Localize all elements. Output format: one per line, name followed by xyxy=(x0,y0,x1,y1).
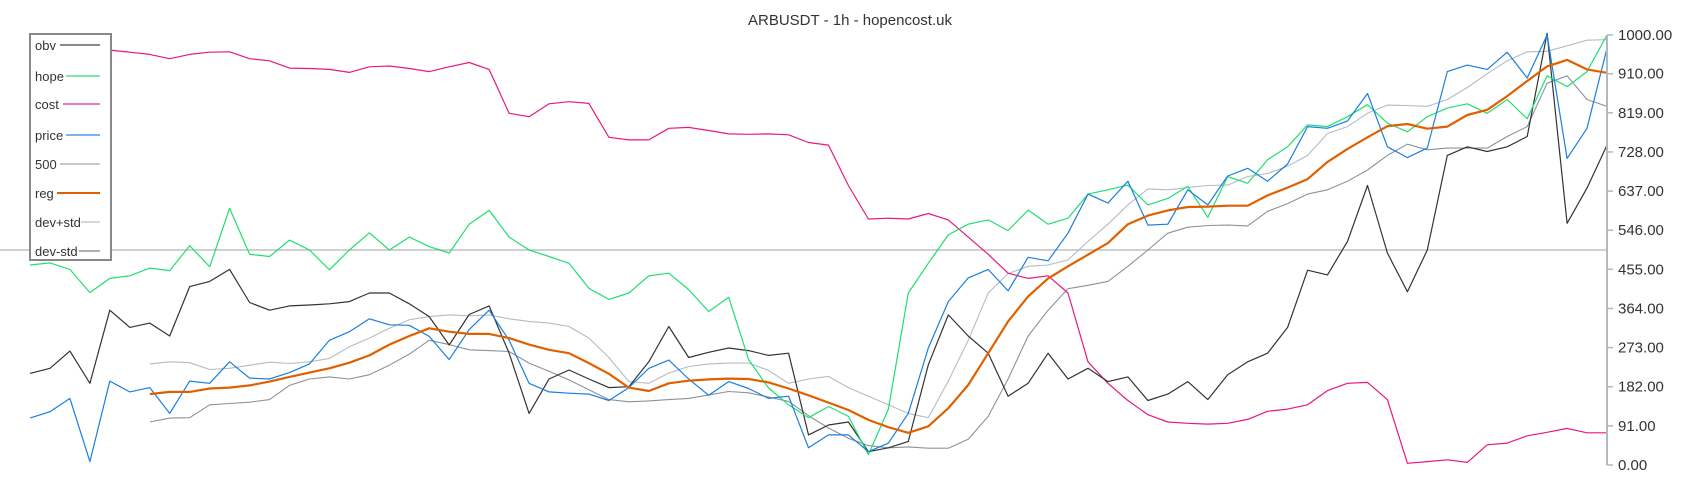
legend-label: hope xyxy=(35,69,64,84)
legend-item-reg: reg xyxy=(35,186,100,201)
y-tick-label: 364.00 xyxy=(1618,300,1664,317)
y-tick-label: 910.00 xyxy=(1618,66,1664,83)
series-reg-line xyxy=(149,58,1608,434)
legend-label: reg xyxy=(35,186,54,201)
legend-item-500: 500 xyxy=(35,157,100,172)
y-tick-label: 455.00 xyxy=(1618,261,1664,278)
legend-item-dev-plus-std: dev+std xyxy=(35,215,100,230)
legend-label: dev-std xyxy=(35,244,78,259)
legend-label: price xyxy=(35,128,63,143)
series-layer xyxy=(0,32,1608,464)
series-price-line xyxy=(29,34,1608,463)
series-obv-line xyxy=(29,32,1608,453)
series-cost-line xyxy=(30,49,1607,464)
y-tick-label: 273.00 xyxy=(1618,340,1664,357)
legend-label: 500 xyxy=(35,157,57,172)
y-tick-label: 91.00 xyxy=(1618,418,1656,435)
legend-label: dev+std xyxy=(35,215,81,230)
legend-item-price: price xyxy=(35,128,100,143)
y-tick-label: 1000.00 xyxy=(1618,27,1672,44)
series-dev-plus-std-line xyxy=(149,39,1608,419)
y-tick-label: 182.00 xyxy=(1618,379,1664,396)
y-tick-label: 637.00 xyxy=(1618,183,1664,200)
legend-label: obv xyxy=(35,38,56,53)
legend: obv hope cost price 500 reg dev+std dev-… xyxy=(29,33,112,261)
legend-item-obv: obv xyxy=(35,38,100,53)
legend-item-hope: hope xyxy=(35,69,100,84)
series-dev-std-line xyxy=(149,75,1608,449)
y-tick-label: 728.00 xyxy=(1618,144,1664,161)
chart-title: ARBUSDT - 1h - hopencost.uk xyxy=(748,12,952,29)
legend-item-cost: cost xyxy=(35,97,100,112)
legend-item-dev-minus-std: dev-std xyxy=(35,244,100,259)
y-tick-label: 546.00 xyxy=(1618,222,1664,239)
y-tick-label: 819.00 xyxy=(1618,105,1664,122)
legend-label: cost xyxy=(35,97,59,112)
y-axis: 0.00 91.00 182.00 273.00 364.00 455.00 546.00 6… xyxy=(1606,27,1672,474)
y-tick-label: 0.00 xyxy=(1618,457,1647,474)
series-hope-line xyxy=(29,34,1608,456)
